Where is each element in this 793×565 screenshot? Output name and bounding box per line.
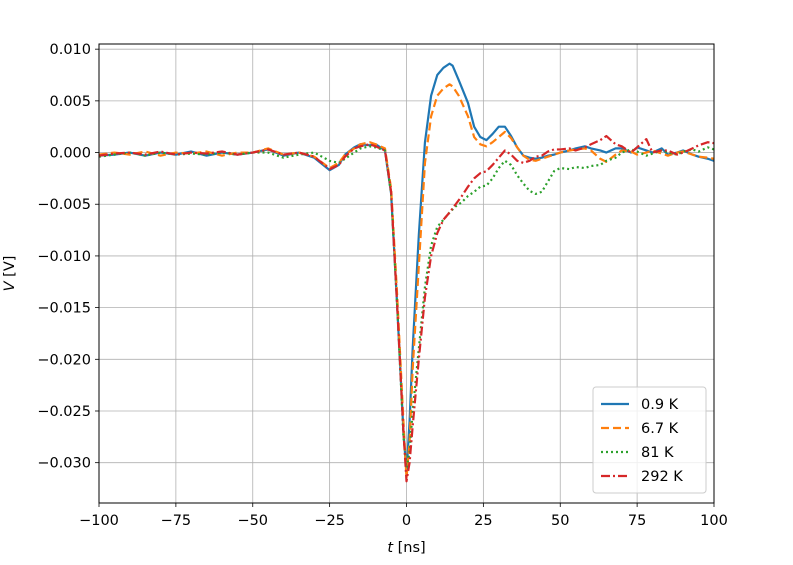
x-tick-label: −25	[314, 513, 345, 529]
x-tick-label: −100	[79, 513, 119, 529]
x-axis-label-variable: t	[387, 540, 394, 556]
x-axis-label: t [ns]	[387, 540, 425, 556]
y-axis-ticks: 0.010 0.005 0.000 −0.005 −0.010 −0.015 −0.020 −…	[37, 42, 99, 472]
y-axis-label-variable: V	[2, 280, 18, 291]
legend-box	[592, 386, 707, 494]
x-axis-label-unit: [ns]	[393, 540, 426, 556]
y-tick-label: −0.005	[37, 197, 91, 213]
y-tick-label: 0.010	[49, 42, 91, 58]
legend-label: 6.7 K	[641, 421, 679, 437]
y-axis-label-unit: [V]	[2, 256, 18, 282]
x-tick-label: 50	[551, 513, 569, 529]
x-axis-ticks: −100 −75 −50 −25 0 25 50 75 100	[79, 503, 728, 529]
x-tick-label: 25	[474, 513, 492, 529]
plot-lines	[99, 62, 714, 483]
legend-label: 292 K	[641, 469, 683, 485]
series-line-2	[99, 145, 714, 469]
y-tick-label: −0.010	[37, 249, 91, 265]
series-line-1	[99, 83, 714, 480]
y-axis-label: V [V]	[2, 256, 18, 292]
x-tick-label: 75	[628, 513, 646, 529]
series-line-3	[99, 134, 714, 483]
y-tick-label: 0.005	[49, 94, 91, 110]
x-tick-label: 100	[700, 513, 728, 529]
y-tick-label: 0.000	[49, 146, 91, 162]
y-tick-label: −0.015	[37, 301, 91, 317]
y-tick-label: −0.020	[37, 352, 91, 368]
x-tick-label: 0	[402, 513, 411, 529]
legend-label: 81 K	[641, 445, 674, 461]
x-tick-label: −50	[237, 513, 268, 529]
x-tick-label: −75	[161, 513, 192, 529]
legend-label: 0.9 K	[641, 397, 679, 413]
y-tick-label: −0.030	[37, 456, 91, 472]
y-tick-label: −0.025	[37, 404, 91, 420]
legend: 0.9 K 6.7 K 81 K 292 K	[592, 386, 707, 494]
